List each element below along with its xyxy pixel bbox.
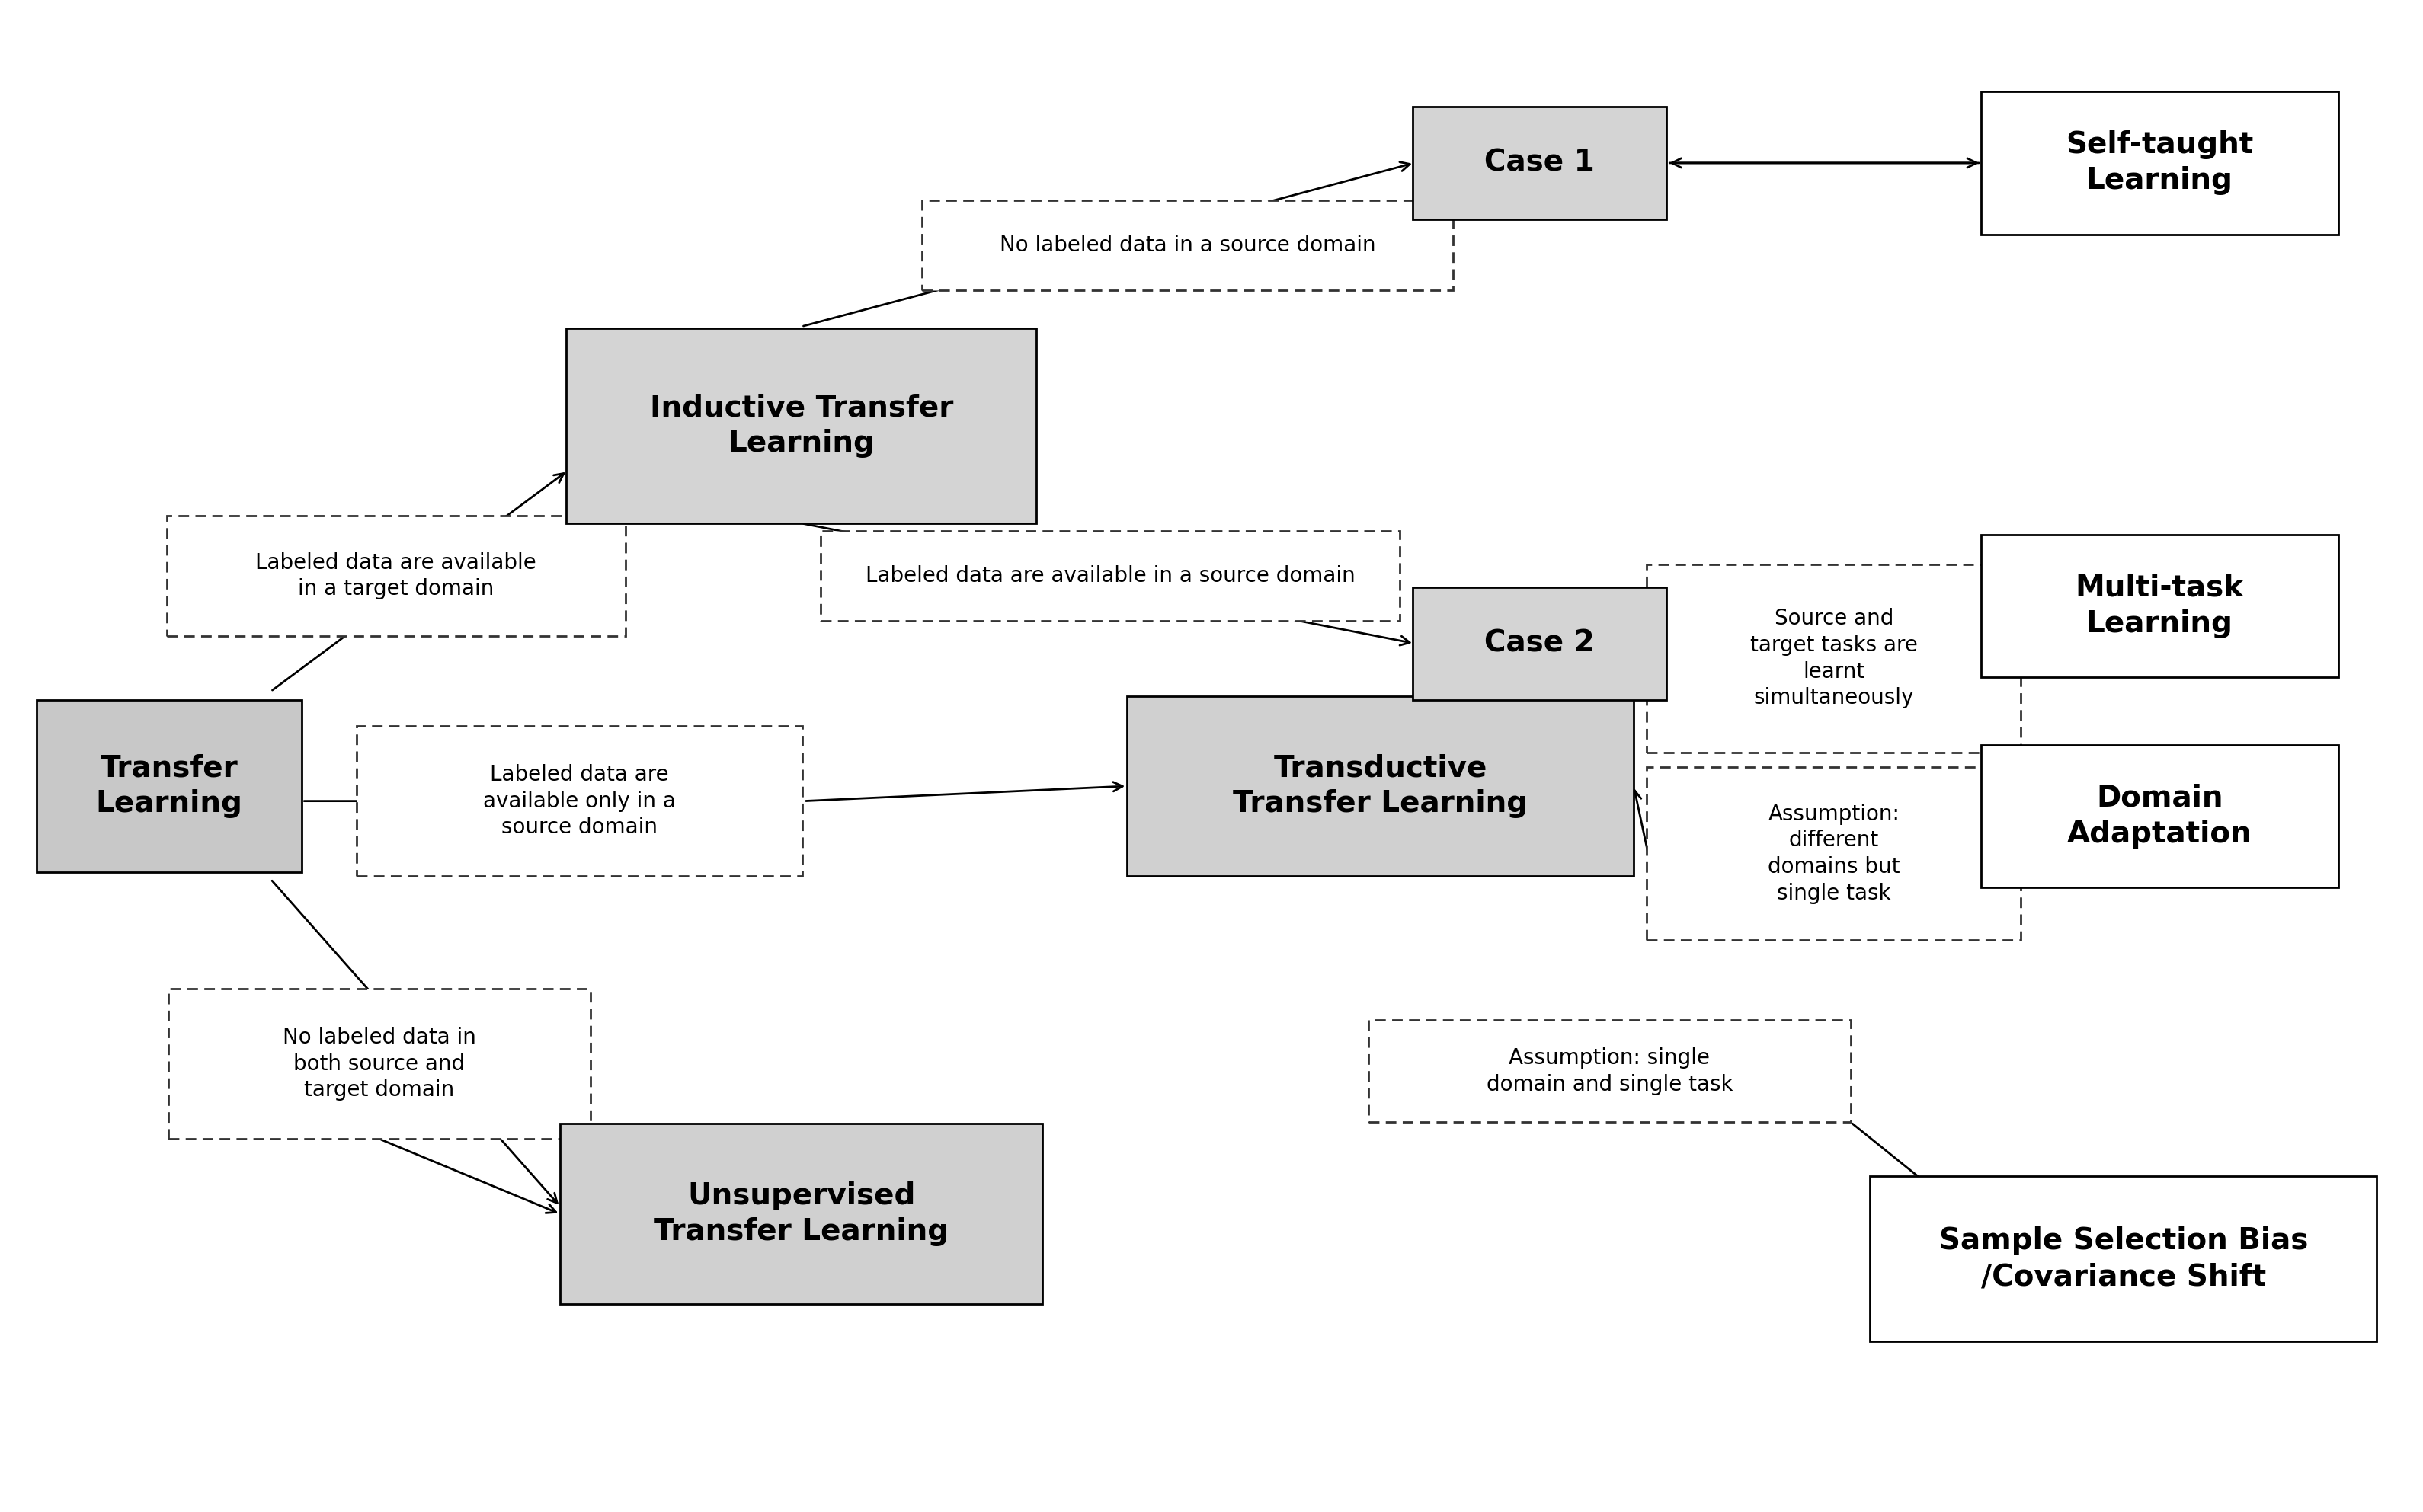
FancyBboxPatch shape: [167, 516, 625, 637]
FancyBboxPatch shape: [1648, 767, 2021, 940]
Text: Case 1: Case 1: [1485, 148, 1594, 177]
Text: Sample Selection Bias
/Covariance Shift: Sample Selection Bias /Covariance Shift: [1938, 1226, 2309, 1291]
Text: Multi-task
Learning: Multi-task Learning: [2077, 573, 2244, 638]
Text: Case 2: Case 2: [1485, 629, 1594, 658]
Text: Domain
Adaptation: Domain Adaptation: [2067, 783, 2251, 848]
Text: Unsupervised
Transfer Learning: Unsupervised Transfer Learning: [654, 1181, 950, 1246]
Text: Inductive Transfer
Learning: Inductive Transfer Learning: [649, 393, 952, 458]
Text: Self-taught
Learning: Self-taught Learning: [2067, 130, 2253, 195]
FancyBboxPatch shape: [821, 531, 1400, 621]
FancyBboxPatch shape: [1982, 92, 2338, 234]
Text: Labeled data are available in a source domain: Labeled data are available in a source d…: [865, 565, 1354, 587]
Text: No labeled data in
both source and
target domain: No labeled data in both source and targe…: [283, 1027, 475, 1101]
FancyBboxPatch shape: [560, 1123, 1042, 1303]
Text: Assumption:
different
domains but
single task: Assumption: different domains but single…: [1769, 803, 1900, 904]
FancyBboxPatch shape: [923, 201, 1454, 290]
FancyBboxPatch shape: [1413, 587, 1667, 700]
Text: Transfer
Learning: Transfer Learning: [97, 753, 242, 818]
Text: Source and
target tasks are
learnt
simultaneously: Source and target tasks are learnt simul…: [1749, 608, 1917, 709]
FancyBboxPatch shape: [36, 700, 303, 872]
FancyBboxPatch shape: [1127, 696, 1633, 875]
FancyBboxPatch shape: [167, 989, 591, 1139]
Text: No labeled data in a source domain: No labeled data in a source domain: [998, 234, 1376, 256]
FancyBboxPatch shape: [1871, 1176, 2377, 1341]
FancyBboxPatch shape: [1413, 107, 1667, 219]
Text: Transductive
Transfer Learning: Transductive Transfer Learning: [1233, 753, 1529, 818]
FancyBboxPatch shape: [567, 328, 1037, 523]
FancyBboxPatch shape: [1369, 1021, 1851, 1122]
FancyBboxPatch shape: [356, 726, 802, 875]
Text: Labeled data are available
in a target domain: Labeled data are available in a target d…: [254, 552, 535, 600]
FancyBboxPatch shape: [1982, 535, 2338, 677]
FancyBboxPatch shape: [1648, 564, 2021, 753]
Text: Assumption: single
domain and single task: Assumption: single domain and single tas…: [1485, 1048, 1732, 1095]
FancyBboxPatch shape: [1982, 745, 2338, 888]
Text: Labeled data are
available only in a
source domain: Labeled data are available only in a sou…: [482, 764, 676, 838]
